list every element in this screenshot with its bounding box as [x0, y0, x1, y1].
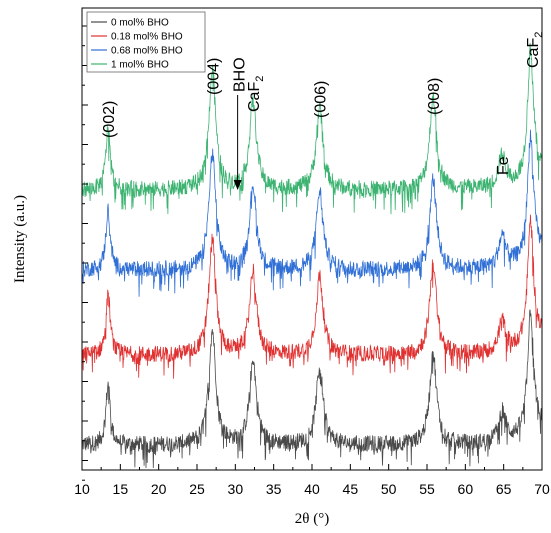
- annotation-label: CaF2: [525, 32, 545, 68]
- annotation-label: (006): [313, 81, 330, 118]
- x-tick-label: 45: [343, 481, 359, 497]
- plot-frame: [81, 7, 543, 471]
- x-axis-label: 2θ (°): [295, 511, 329, 527]
- x-tick-label: 50: [381, 481, 397, 497]
- x-tick-label: 55: [419, 481, 435, 497]
- legend-label: 0.18 mol% BHO: [111, 32, 183, 43]
- bho-arrow-head: [233, 180, 242, 190]
- series-line: [81, 42, 543, 215]
- annotation-label: (008): [426, 78, 443, 115]
- legend: 0 mol% BHO 0.18 mol% BHO 0.68 mol% BHO 1 mo…: [86, 11, 206, 73]
- x-tick-label: 65: [496, 481, 512, 497]
- ticks-layer: 10 15 20 25 30 35 40 45 50 55 60 65 70: [74, 25, 550, 497]
- y-axis-label: Intensity (a.u.): [12, 195, 28, 283]
- series-line: [81, 309, 543, 469]
- annotation-label: (004): [205, 58, 222, 95]
- legend-label: 0.68 mol% BHO: [111, 46, 183, 57]
- x-tick-label: 70: [534, 481, 550, 497]
- annotation-label: Fe: [495, 156, 512, 175]
- series-layer: [81, 42, 543, 469]
- series-line: [81, 129, 543, 297]
- x-tick-label: 30: [228, 481, 244, 497]
- x-tick-label: 20: [151, 481, 167, 497]
- x-tick-label: 35: [266, 481, 282, 497]
- x-tick-label: 10: [74, 481, 90, 497]
- annotation-label: BHO: [232, 57, 249, 92]
- x-tick-label: 15: [113, 481, 129, 497]
- annotation-label: CaF2: [246, 76, 266, 112]
- annotation-label: (002): [101, 101, 118, 138]
- legend-label: 1 mol% BHO: [111, 60, 169, 71]
- x-tick-label: 60: [458, 481, 474, 497]
- x-tick-label: 40: [304, 481, 320, 497]
- x-tick-label: 25: [189, 481, 205, 497]
- legend-label: 0 mol% BHO: [111, 18, 169, 29]
- series-line: [81, 214, 543, 379]
